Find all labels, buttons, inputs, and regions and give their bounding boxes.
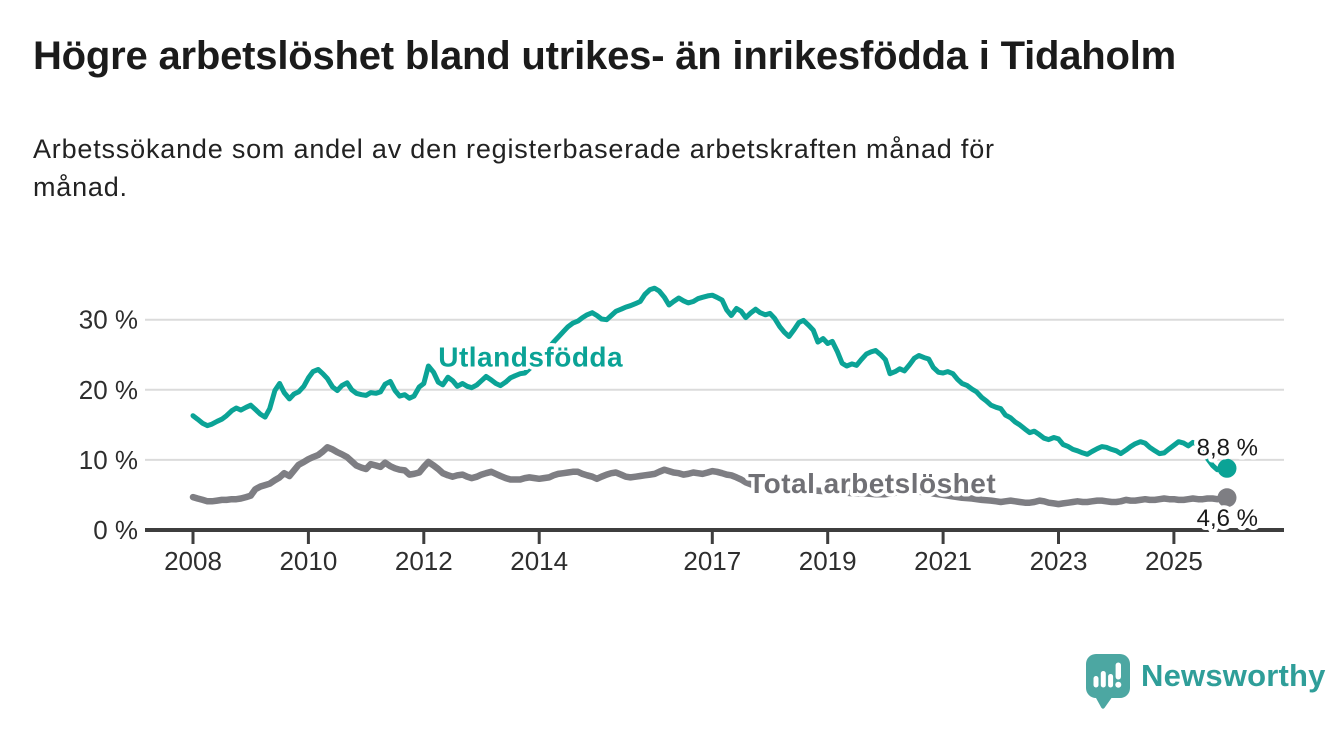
- logo-bar-small: [1093, 676, 1099, 688]
- series-line-utlandsf-dda: [190, 285, 1230, 473]
- logo-exclamation-dot: [1115, 681, 1122, 688]
- series-end-dot: [1217, 488, 1237, 508]
- series-end-label: 4,6 %: [1197, 505, 1258, 532]
- y-tick-label: 20 %: [79, 375, 138, 405]
- y-tick-label: 10 %: [79, 445, 138, 475]
- x-tick-label: 2010: [279, 546, 337, 576]
- logo-exclamation-bar: [1115, 662, 1121, 680]
- subtitle-line-1: Arbetssökande som andel av den registerb…: [33, 134, 995, 164]
- series-end-dot: [1217, 458, 1237, 478]
- chart-subtitle: Arbetssökande som andel av den registerb…: [33, 130, 995, 206]
- subtitle-line-2: månad.: [33, 172, 128, 202]
- page-title: Högre arbetslöshet bland utrikes- än inr…: [33, 34, 1177, 78]
- series-line-total-arbetsl-shet: [189, 444, 1231, 508]
- series-end-label: 8,8 %: [1197, 434, 1258, 461]
- x-tick-label: 2025: [1145, 546, 1203, 576]
- x-tick-label: 2023: [1030, 546, 1088, 576]
- x-tick-label: 2017: [683, 546, 741, 576]
- newsworthy-bubble-chart-icon: [1086, 654, 1130, 709]
- x-tick-label: 2019: [799, 546, 857, 576]
- series-label: Utlandsfödda: [438, 342, 623, 373]
- logo-bar-medium: [1108, 674, 1114, 688]
- x-tick-label: 2021: [914, 546, 972, 576]
- x-tick-label: 2014: [510, 546, 568, 576]
- series-label: Total arbetslöshet: [748, 468, 996, 499]
- x-tick-label: 2012: [395, 546, 453, 576]
- logo-bubble-shape: [1086, 654, 1130, 709]
- logo-bar-tall: [1100, 671, 1106, 688]
- newsworthy-wordmark: Newsworthy: [1141, 658, 1326, 693]
- newsworthy-logo: Newsworthy: [1086, 654, 1326, 710]
- y-tick-label: 30 %: [79, 305, 138, 335]
- x-tick-label: 2008: [164, 546, 222, 576]
- y-tick-label: 0 %: [93, 515, 138, 545]
